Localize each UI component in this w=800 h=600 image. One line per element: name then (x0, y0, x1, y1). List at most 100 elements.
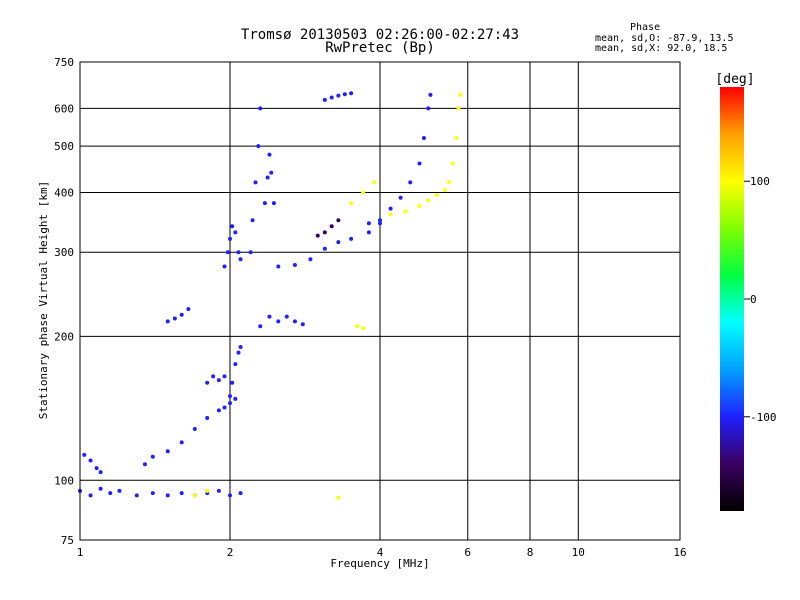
y-tick-label: 400 (54, 186, 74, 199)
data-point (446, 180, 451, 185)
data-point (179, 491, 184, 496)
data-point (308, 257, 313, 262)
data-points (78, 91, 463, 500)
data-point (421, 136, 426, 141)
data-point (134, 493, 139, 498)
data-point (258, 324, 263, 329)
data-point (398, 195, 403, 200)
data-point (292, 319, 297, 324)
data-point (216, 378, 221, 383)
x-tick-label: 6 (464, 546, 471, 559)
data-point (269, 170, 274, 175)
data-point (88, 458, 93, 463)
data-point (179, 440, 184, 445)
data-point (417, 203, 422, 208)
data-point (378, 221, 382, 226)
y-tick-label: 75 (61, 534, 74, 547)
phase-x-stats: mean, sd,X: 92.0, 18.5 (595, 43, 728, 54)
data-point (192, 493, 197, 498)
data-point (417, 161, 422, 166)
data-point (336, 218, 341, 223)
data-point (222, 264, 227, 269)
data-point (230, 224, 235, 229)
data-point (238, 345, 243, 350)
data-point (329, 224, 334, 229)
data-point (98, 470, 103, 475)
data-point (366, 230, 371, 235)
colorbar-label: [deg] (715, 72, 754, 87)
data-point (361, 190, 366, 195)
data-point (172, 316, 177, 321)
data-point (426, 198, 431, 203)
x-tick-label: 1 (77, 546, 84, 559)
data-point (238, 257, 243, 262)
x-tick-label: 2 (227, 546, 234, 559)
y-tick-label: 750 (54, 56, 74, 69)
data-point (315, 233, 320, 238)
phase-box-title: Phase (630, 22, 661, 33)
data-point (342, 92, 347, 97)
data-point (98, 486, 103, 491)
data-point (225, 250, 230, 255)
data-point (222, 405, 227, 410)
data-point (228, 394, 232, 399)
data-point (233, 230, 238, 235)
data-point (150, 491, 155, 496)
data-point (165, 319, 170, 324)
data-point (349, 91, 354, 96)
data-point (426, 106, 431, 111)
chart-title-line1: Tromsø 20130503 02:26:00-02:27:43 (240, 27, 520, 43)
y-axis-label: Stationary phase Virtual Height [km] (37, 181, 50, 419)
phase-o-stats: mean, sd,O: -87.9, 13.5 (595, 33, 734, 44)
x-axis-ticks: 1 2 4 6 8 10 16 (77, 546, 687, 559)
data-point (388, 206, 393, 211)
data-point (322, 246, 327, 251)
data-point (322, 230, 327, 235)
data-point (265, 175, 270, 180)
y-tick-label: 100 (54, 474, 74, 487)
data-point (228, 401, 232, 406)
data-point (349, 201, 354, 206)
data-point (117, 488, 122, 493)
data-point (403, 209, 408, 214)
data-point (329, 95, 334, 100)
x-tick-label: 10 (572, 546, 585, 559)
x-tick-label: 16 (673, 546, 686, 559)
data-point (442, 187, 447, 192)
y-tick-label: 500 (54, 140, 74, 153)
data-point (205, 415, 210, 420)
data-point (355, 324, 360, 329)
data-point (372, 180, 377, 185)
data-point (222, 374, 227, 379)
colorbar-tick-label: -100 (750, 411, 777, 424)
x-axis-label: Frequency [MHz] (330, 557, 429, 570)
x-tick-label: 4 (377, 546, 384, 559)
data-point (434, 193, 439, 198)
data-point (349, 236, 354, 241)
data-point (238, 491, 243, 496)
data-point (256, 144, 261, 149)
data-point (216, 408, 221, 413)
grid-lines (80, 62, 680, 540)
data-point (179, 312, 184, 317)
data-point (322, 97, 327, 102)
y-tick-label: 600 (54, 102, 74, 115)
data-point (450, 161, 455, 166)
data-point (82, 452, 87, 457)
data-point (94, 466, 99, 471)
data-point (456, 106, 461, 111)
data-point (205, 488, 210, 493)
data-point (408, 180, 413, 185)
data-point (228, 493, 232, 498)
colorbar-tick-label: 100 (750, 175, 770, 188)
data-point (336, 240, 341, 245)
data-point (142, 462, 147, 467)
y-tick-label: 200 (54, 330, 74, 343)
data-point (361, 326, 366, 331)
data-point (336, 93, 341, 98)
data-point (276, 264, 281, 269)
chart-title-line2: RwPretec (Bp) (325, 40, 435, 56)
data-point (267, 314, 272, 319)
data-point (233, 396, 238, 401)
